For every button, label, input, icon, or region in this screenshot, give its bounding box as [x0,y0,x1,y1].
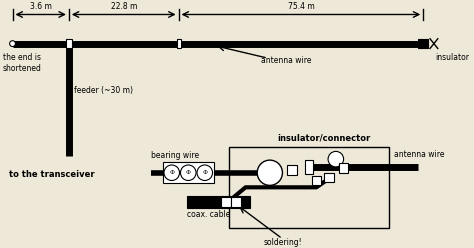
Bar [66,39,72,48]
Text: coax. cable: coax. cable [187,210,231,219]
Bar [221,197,231,207]
Text: 75.4 m: 75.4 m [288,1,314,11]
Text: insulator/connector: insulator/connector [277,134,370,143]
Text: Φ: Φ [202,170,207,175]
Text: feeder (~30 m): feeder (~30 m) [73,86,133,95]
Bar [305,160,312,174]
Text: Φ: Φ [186,170,191,175]
Circle shape [181,165,196,181]
Bar [187,196,250,208]
Bar [231,197,241,207]
Circle shape [257,160,283,185]
Text: Φ: Φ [169,170,174,175]
Bar [177,39,181,48]
Text: the end is
shortened: the end is shortened [3,53,42,73]
Text: insulator: insulator [435,53,469,62]
Circle shape [197,165,212,181]
Bar [339,163,348,173]
Text: soldering!: soldering! [263,238,302,247]
Circle shape [328,151,344,167]
Circle shape [9,41,16,47]
Bar [419,39,428,48]
Text: antenna wire: antenna wire [261,56,311,65]
Text: antenna wire: antenna wire [394,150,445,159]
Bar [287,165,297,175]
Bar [229,147,389,228]
Text: to the transceiver: to the transceiver [9,170,94,179]
Text: bearing wire: bearing wire [151,151,200,160]
Text: 3.6 m: 3.6 m [30,1,52,11]
Circle shape [164,165,180,181]
Text: 22.8 m: 22.8 m [110,1,137,11]
Bar [324,173,334,183]
Bar [163,162,213,184]
Bar [311,176,321,185]
